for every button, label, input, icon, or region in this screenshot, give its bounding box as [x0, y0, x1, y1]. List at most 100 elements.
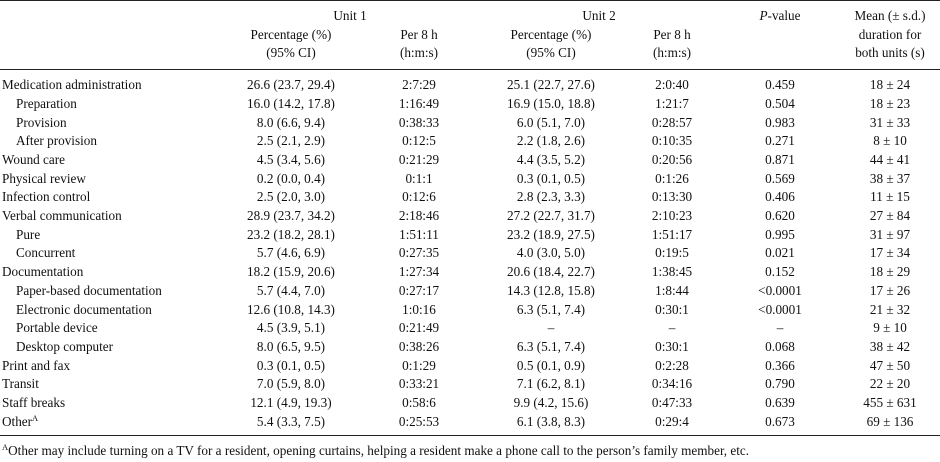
unit1-percentage: 5.4 (3.3, 7.5) — [222, 412, 360, 437]
footnote-marker: A — [32, 412, 39, 423]
unit2-percentage: 9.9 (4.2, 15.6) — [513, 395, 589, 411]
unit1-per-8h: 0:58:6 — [402, 395, 436, 411]
header-mean-l2: duration for — [858, 26, 922, 42]
unit2-per-8h: 0:29:4 — [624, 412, 720, 437]
table-row: Electronic documentation 12.6 (10.8, 14.3… — [0, 301, 940, 320]
mean-duration: 455 ± 631 — [863, 395, 917, 411]
table-row: Wound care 4.5 (3.4, 5.6) 0:21:29 4.4 (3.5,… — [0, 151, 940, 170]
header-activity — [0, 1, 222, 26]
activity-name: Documentation — [2, 264, 84, 280]
unit1-per-8h: 0:1:29 — [402, 357, 436, 373]
table-row: Medication administration 26.6 (23.7, 29.… — [0, 70, 940, 95]
header-p-suffix: -value — [767, 8, 801, 23]
table-row: After provision 2.5 (2.1, 2.9) 0:12:5 2.2 (… — [0, 132, 940, 151]
unit2-per-8h: 1:21:7 — [655, 95, 689, 111]
activity-name: After provision — [16, 133, 97, 149]
unit1-per-8h: 0:27:17 — [398, 282, 440, 298]
header-mean-l1: Mean (± s.d.) — [854, 8, 926, 23]
unit2-per-8h: 0:30:1 — [655, 338, 689, 354]
unit2-percentage: 7.1 (6.2, 8.1) — [516, 376, 586, 392]
p-value: 0.569 — [765, 170, 795, 186]
header-u1-per-l1: Per 8 h — [400, 26, 438, 42]
p-value: 0.504 — [765, 95, 795, 111]
activity-name: Pure — [16, 226, 41, 242]
unit1-per-8h: 0:38:33 — [398, 114, 440, 130]
header-u1-per-l2: (h:m:s) — [360, 44, 478, 71]
activity-name: Desktop computer — [16, 338, 114, 354]
mean-duration: 47 ± 50 — [869, 357, 911, 373]
unit2-per-8h: 1:8:44 — [655, 282, 689, 298]
unit1-per-8h: 1:51:11 — [399, 226, 439, 242]
unit1-per-8h: 2:18:46 — [398, 208, 440, 224]
activity-name: Electronic documentation — [16, 301, 152, 317]
unit2-percentage: 14.3 (12.8, 15.8) — [507, 282, 595, 298]
p-value: 0.068 — [765, 338, 795, 354]
table-row: Concurrent 5.7 (4.6, 6.9) 0:27:35 4.0 (3.0,… — [0, 244, 940, 263]
unit2-percentage: 0.3 (0.1, 0.5) — [516, 170, 586, 186]
header-unit2: Unit 2 — [582, 8, 616, 23]
mean-duration: 38 ± 37 — [869, 170, 911, 186]
unit1-percentage: 12.6 (10.8, 14.3) — [247, 301, 335, 317]
table-row: Documentation 18.2 (15.9, 20.6) 1:27:34 20.… — [0, 263, 940, 282]
table-row: Transit 7.0 (5.9, 8.0) 0:33:21 7.1 (6.2, 8.… — [0, 375, 940, 394]
unit2-per-8h: 0:10:35 — [651, 133, 693, 149]
mean-duration: 11 ± 15 — [870, 189, 910, 205]
mean-duration: 22 ± 20 — [869, 376, 911, 392]
unit1-percentage: 18.2 (15.9, 20.6) — [247, 264, 335, 280]
footnote-text: Other may include turning on a TV for a … — [8, 443, 750, 458]
p-value: 0.366 — [765, 357, 795, 373]
header-u1-pct-l2: (95% CI) — [222, 44, 360, 71]
unit1-per-8h: 1:16:49 — [398, 95, 440, 111]
table-row: Physical review 0.2 (0.0, 0.4) 0:1:1 0.3 (0… — [0, 170, 940, 189]
unit2-percentage: 6.3 (5.1, 7.4) — [516, 338, 586, 354]
unit1-percentage: 23.2 (18.2, 28.1) — [247, 226, 335, 242]
mean-duration: 38 ± 42 — [869, 338, 911, 354]
mean-duration: 8 ± 10 — [873, 133, 907, 149]
unit2-per-8h: 2:0:40 — [655, 77, 689, 93]
unit1-percentage: 2.5 (2.0, 3.0) — [256, 189, 326, 205]
table-row: Desktop computer 8.0 (6.5, 9.5) 0:38:26 6.3… — [0, 338, 940, 357]
unit1-per-8h: 1:0:16 — [402, 301, 436, 317]
unit2-percentage: 25.1 (22.7, 27.6) — [507, 77, 595, 93]
unit1-percentage: 7.0 (5.9, 8.0) — [256, 376, 326, 392]
p-value: 0.620 — [765, 208, 795, 224]
unit2-per-8h: 0:20:56 — [651, 151, 693, 167]
p-value: <0.0001 — [758, 301, 802, 317]
unit2-percentage: 4.4 (3.5, 5.2) — [516, 151, 586, 167]
unit2-percentage: 23.2 (18.9, 27.5) — [507, 226, 595, 242]
activity-name: Verbal communication — [2, 208, 122, 224]
activity-name: Wound care — [2, 151, 66, 167]
activity-name: Other — [2, 413, 33, 429]
activity-name: Portable device — [16, 320, 98, 336]
table-header: Unit 1 Unit 2 P-value Mean (± s.d.) Perc… — [0, 0, 940, 71]
header-u2-per-l2: (h:m:s) — [624, 44, 720, 71]
table-row: Paper-based documentation 5.7 (4.4, 7.0) 0… — [0, 282, 940, 301]
unit1-per-8h: 0:1:1 — [405, 170, 433, 186]
unit2-percentage: 16.9 (15.0, 18.8) — [507, 95, 595, 111]
unit2-percentage: 2.2 (1.8, 2.6) — [516, 133, 586, 149]
unit1-per-8h: 0:25:53 — [360, 412, 478, 437]
p-value: – — [776, 320, 784, 336]
table-row: Print and fax 0.3 (0.1, 0.5) 0:1:29 0.5 (0.… — [0, 357, 940, 376]
table-row: Preparation 16.0 (14.2, 17.8) 1:16:49 16.9 … — [0, 95, 940, 114]
table-row: Staff breaks 12.1 (4.9, 19.3) 0:58:6 9.9 (4… — [0, 394, 940, 413]
unit1-percentage: 5.7 (4.6, 6.9) — [256, 245, 326, 261]
unit2-percentage: 6.1 (3.8, 8.3) — [478, 412, 624, 437]
p-value: 0.639 — [765, 395, 795, 411]
unit2-percentage: 6.3 (5.1, 7.4) — [516, 301, 586, 317]
table-row: OtherA 5.4 (3.3, 7.5) 0:25:53 6.1 (3.8, 8.3… — [0, 412, 940, 437]
unit2-per-8h: 1:51:17 — [651, 226, 693, 242]
unit2-percentage: 0.5 (0.1, 0.9) — [516, 357, 586, 373]
unit1-percentage: 0.3 (0.1, 0.5) — [256, 357, 326, 373]
activity-name: Infection control — [2, 189, 91, 205]
unit1-percentage: 28.9 (23.7, 34.2) — [247, 208, 335, 224]
activity-name: Transit — [2, 376, 39, 392]
unit1-per-8h: 2:7:29 — [402, 77, 436, 93]
unit2-percentage: 2.8 (2.3, 3.3) — [516, 189, 586, 205]
activity-name: Physical review — [2, 170, 86, 186]
unit1-percentage: 26.6 (23.7, 29.4) — [247, 77, 335, 93]
unit1-percentage: 5.7 (4.4, 7.0) — [256, 282, 326, 298]
activity-name: Provision — [16, 114, 67, 130]
table-footnote: AOther may include turning on a TV for a… — [2, 442, 749, 460]
table-row: Infection control 2.5 (2.0, 3.0) 0:12:6 2.8… — [0, 188, 940, 207]
